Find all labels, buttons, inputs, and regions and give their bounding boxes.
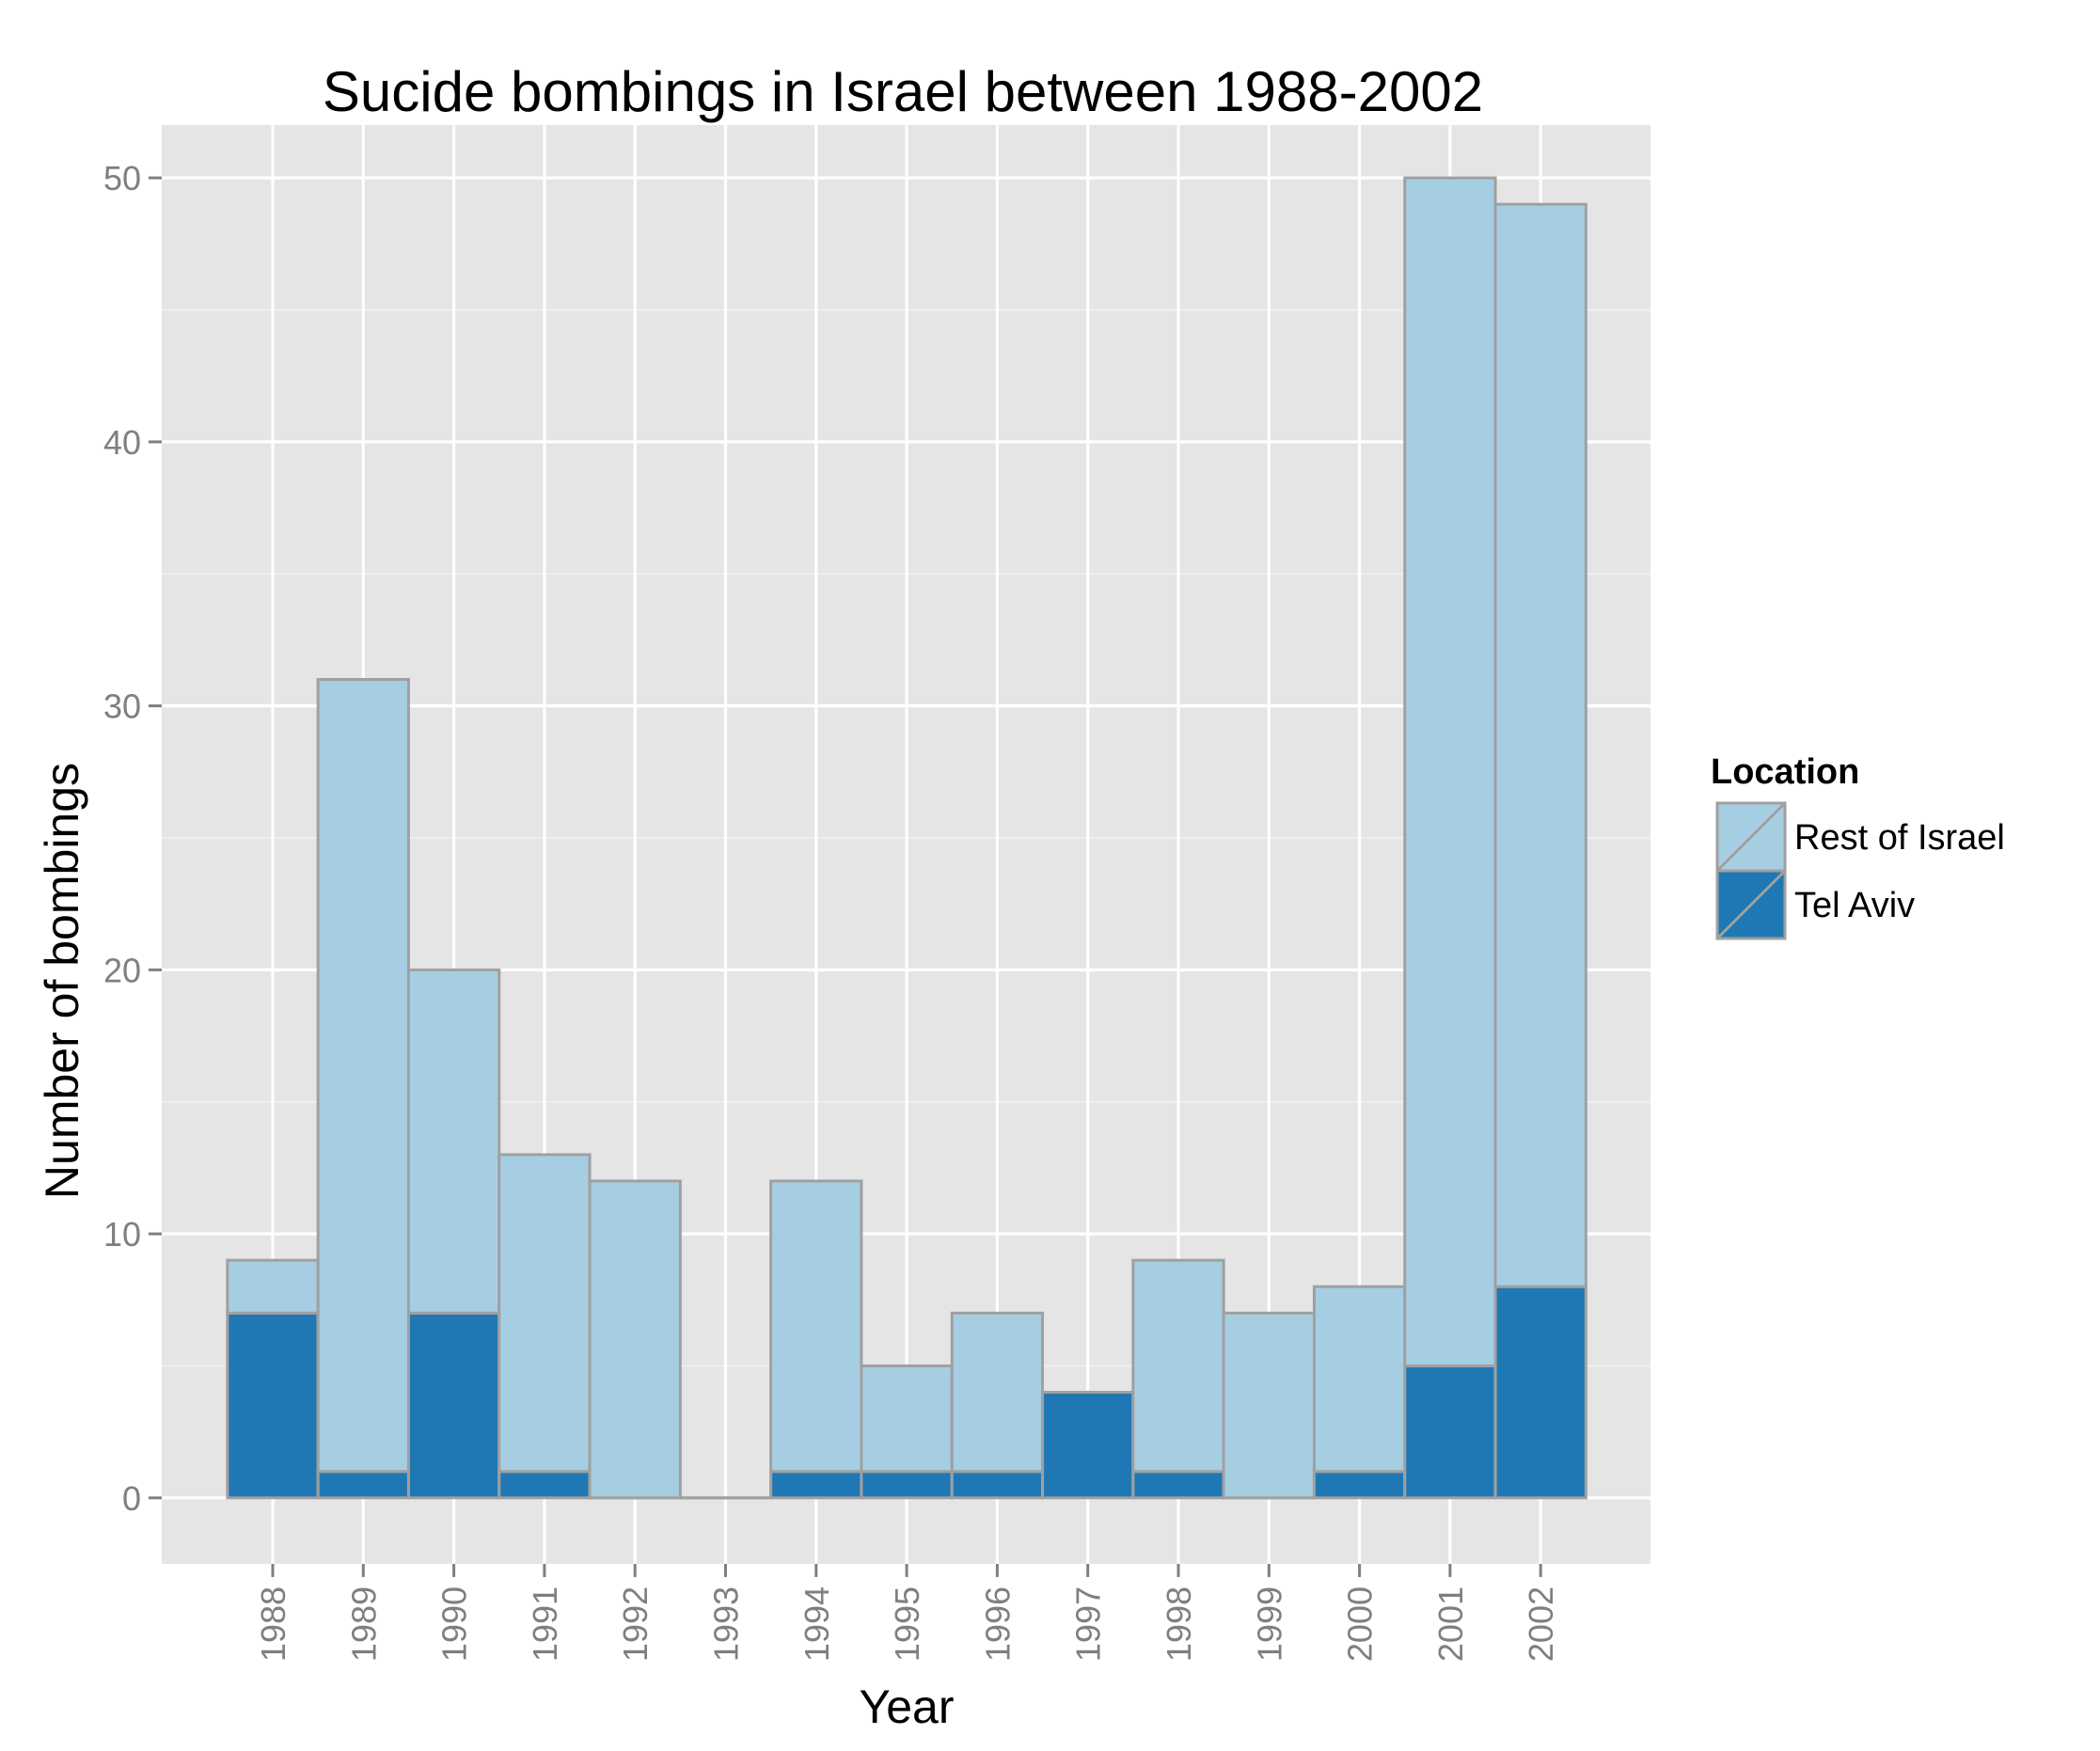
y-tick-label: 40 [103,423,141,462]
legend-label: Rest of Israel [1794,818,2005,858]
bar-tel-aviv-1995 [860,1470,954,1500]
legend-key-slash [1715,869,1787,940]
legend-key-slash [1715,801,1787,873]
x-axis-ticks: 1988 1989 1990 1991 1992 1993 1994 1995 1996 1997… [254,1564,1560,1662]
x-tick-label: 1989 [344,1586,383,1662]
bar-rest-of-israel-1989 [316,678,410,1474]
bar-rest-of-israel-1992 [588,1179,682,1500]
bars [226,176,1587,1500]
bar-rest-of-israel-1999 [1222,1311,1316,1500]
bar-tel-aviv-1998 [1131,1470,1225,1500]
chart-title: Sucide bombings in Israel between 1988-2… [323,60,1483,123]
bar-tel-aviv-1994 [769,1470,863,1500]
bar-tel-aviv-1989 [316,1470,410,1500]
x-tick-label: 1991 [526,1586,564,1662]
bar-rest-of-israel-1994 [769,1179,863,1474]
x-tick-label: 2000 [1341,1586,1380,1662]
bar-rest-of-israel-2001 [1403,176,1497,1367]
x-axis-title: Year [859,1680,954,1733]
x-tick-label: 1988 [254,1586,292,1662]
bar-tel-aviv-1996 [950,1470,1045,1500]
bar-rest-of-israel-1990 [406,968,501,1315]
x-tick-label: 1996 [978,1586,1017,1662]
legend-label: Tel Aviv [1794,886,1915,925]
bar-tel-aviv-2000 [1312,1470,1407,1500]
bar-tel-aviv-2002 [1493,1285,1587,1500]
x-tick-label: 1994 [797,1586,836,1662]
x-tick-label: 2002 [1522,1586,1560,1662]
bar-rest-of-israel-1988 [226,1258,320,1315]
bar-rest-of-israel-2000 [1312,1285,1407,1474]
bar-rest-of-israel-2002 [1493,202,1587,1288]
bar-tel-aviv-1991 [497,1470,592,1500]
x-tick-label: 1990 [435,1586,474,1662]
y-tick-label: 50 [103,159,141,197]
legend-title: Location [1711,752,1859,792]
bar-rest-of-israel-1995 [860,1364,954,1474]
y-axis-ticks: 0 10 20 30 40 50 [103,159,162,1518]
x-tick-label: 1997 [1069,1586,1108,1662]
bar-tel-aviv-2001 [1403,1364,1497,1500]
x-tick-label: 1999 [1250,1586,1288,1662]
x-tick-label: 1993 [707,1586,746,1662]
y-axis-title: Number of bombings [36,763,88,1199]
x-tick-label: 1992 [616,1586,655,1662]
x-tick-label: 1995 [888,1586,926,1662]
y-tick-label: 30 [103,687,141,726]
bar-rest-of-israel-1991 [497,1153,592,1474]
x-tick-label: 1998 [1160,1586,1198,1662]
y-tick-label: 0 [122,1479,141,1518]
y-tick-label: 20 [103,951,141,989]
bar-tel-aviv-1988 [226,1311,320,1500]
x-tick-label: 2001 [1431,1586,1470,1662]
y-tick-label: 10 [103,1215,141,1254]
bar-rest-of-israel-1998 [1131,1258,1225,1474]
bar-rest-of-israel-1996 [950,1311,1045,1474]
legend: Location Rest of Israel Tel Aviv [1711,752,2005,940]
bar-tel-aviv-1997 [1041,1391,1135,1500]
bar-tel-aviv-1990 [406,1311,501,1500]
